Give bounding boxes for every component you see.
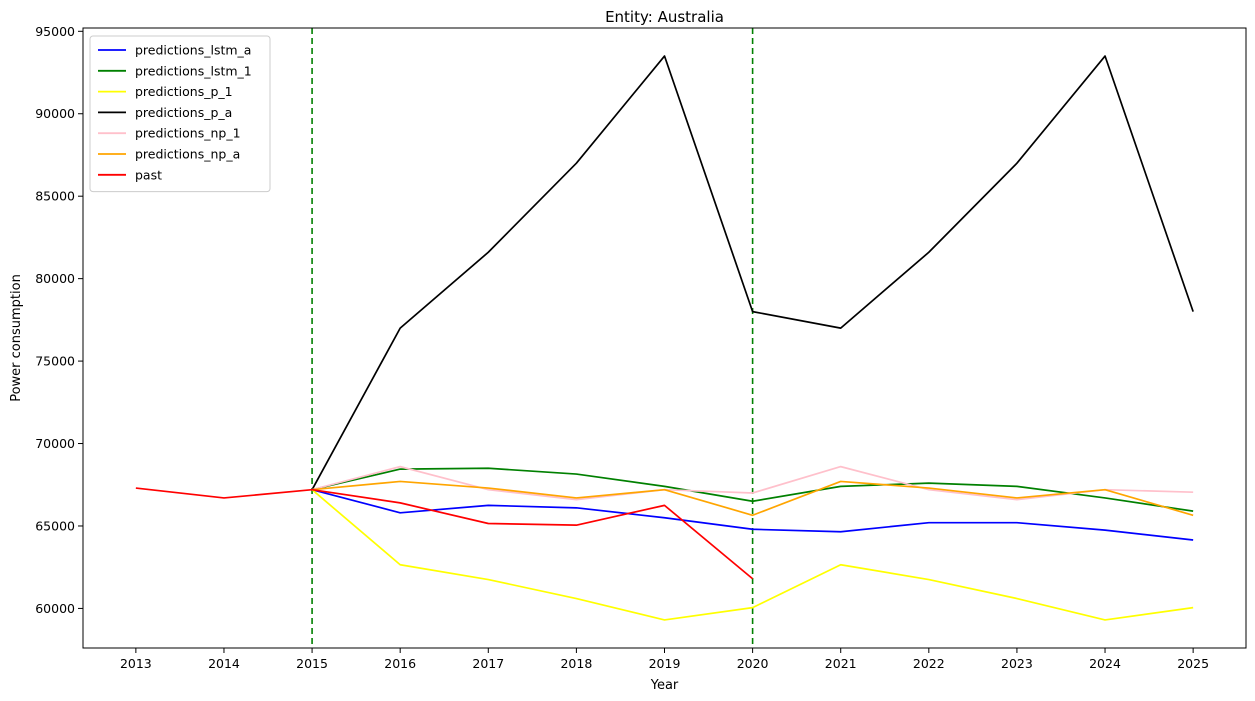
legend: predictions_lstm_a predictions_lstm_1pred… — [89, 35, 271, 193]
series-line-predictions_lstm_a — [311, 488, 1194, 541]
x-tick-label: 2024 — [1089, 656, 1121, 671]
x-axis-label: Year — [650, 678, 679, 693]
legend-box — [89, 35, 271, 193]
legend-label-predictions_lstm_1: predictions_lstm_1 — [135, 63, 252, 78]
y-tick-label: 60000 — [35, 601, 75, 616]
x-tick-label: 2014 — [208, 656, 240, 671]
y-tick-label: 75000 — [35, 354, 75, 369]
series-line-predictions_np_a — [312, 480, 1194, 517]
series-line-predictions_p_1 — [311, 489, 1194, 621]
series-line-predictions_np_1 — [311, 465, 1194, 501]
legend-label-predictions_p_1: predictions_p_1 — [135, 84, 233, 99]
legend-label-predictions_lstm_a: predictions_lstm_a — [135, 43, 251, 58]
x-tick-label: 2022 — [913, 656, 945, 671]
series-line-predictions_lstm_1 — [311, 467, 1194, 512]
x-tick-label: 2023 — [1001, 656, 1033, 671]
x-tick-label: 2016 — [384, 656, 416, 671]
y-tick-label: 65000 — [35, 518, 75, 533]
y-tick-label: 95000 — [35, 24, 75, 39]
legend-label-past: past — [135, 167, 162, 182]
legend-label-predictions_np_1: predictions_np_1 — [135, 126, 241, 141]
y-tick-label: 85000 — [35, 189, 75, 204]
x-tick-label: 2025 — [1177, 656, 1209, 671]
y-tick-label: 80000 — [35, 271, 75, 286]
legend-label-predictions_np_a: predictions_np_a — [135, 147, 240, 162]
x-tick-label: 2021 — [825, 656, 857, 671]
x-tick-label: 2019 — [649, 656, 681, 671]
plot-area — [135, 28, 1194, 648]
x-tick-label: 2015 — [296, 656, 328, 671]
y-tick-label: 90000 — [35, 106, 75, 121]
series-line-predictions_p_a — [311, 55, 1194, 491]
x-tick-label: 2020 — [737, 656, 769, 671]
x-tick-label: 2018 — [560, 656, 592, 671]
series-line-past — [135, 487, 754, 580]
chart-title: Entity: Australia — [605, 8, 724, 26]
y-tick-label: 70000 — [35, 436, 75, 451]
y-axis-label: Power consumption — [9, 274, 24, 402]
x-tick-label: 2017 — [472, 656, 504, 671]
legend-label-predictions_p_a: predictions_p_a — [135, 105, 232, 120]
x-tick-label: 2013 — [120, 656, 152, 671]
